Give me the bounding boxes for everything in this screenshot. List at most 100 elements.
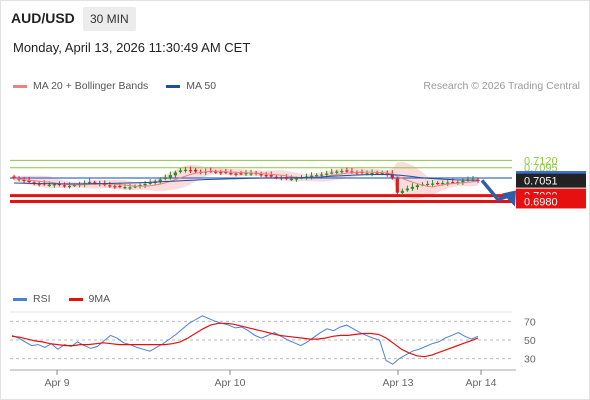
- credit-text: Research © 2026 Trading Central: [423, 80, 580, 92]
- candle-body: [436, 182, 440, 185]
- rsi-swatch: [13, 297, 27, 301]
- level-label-0.7051: 0.7051: [524, 176, 558, 188]
- candle-body: [461, 180, 465, 183]
- candle-body: [88, 182, 92, 184]
- candle-body: [335, 171, 339, 173]
- candle-body: [12, 176, 16, 179]
- rsi-panel: 70 50 30: [10, 311, 536, 366]
- level-badge-0.7051: [516, 173, 586, 188]
- price-levels: [10, 159, 512, 203]
- candle-body: [375, 172, 379, 174]
- ma50-line: [13, 174, 478, 185]
- candle-body: [22, 179, 26, 181]
- candle-body: [239, 173, 243, 175]
- candle-body: [62, 185, 67, 187]
- candle-body: [441, 182, 445, 185]
- moving-averages: [13, 170, 479, 188]
- candle-body: [345, 170, 349, 172]
- rsi-line: [11, 315, 479, 365]
- level-label-0.6980: 0.6980: [524, 196, 558, 208]
- rsi-tick-70: 70: [524, 316, 536, 328]
- rsi-ma-swatch: [68, 297, 83, 301]
- candle-body: [47, 184, 51, 186]
- level-label-0.7120: 0.7120: [524, 155, 558, 167]
- candle-body: [294, 178, 299, 180]
- candle-body: [330, 172, 334, 174]
- candle-body: [446, 182, 450, 184]
- candle-body: [410, 186, 415, 189]
- main-legend: MA 20 + Bollinger Bands MA 50: [13, 80, 216, 92]
- candle-body: [224, 171, 228, 174]
- rsi-ma-line: [11, 322, 479, 358]
- candle-body: [72, 185, 77, 187]
- candle-body: [52, 184, 56, 186]
- candle-body: [123, 187, 127, 189]
- candle-body: [93, 182, 97, 184]
- rsi-legend-label: RSI: [33, 293, 51, 305]
- candle-body: [350, 171, 354, 173]
- candle-body: [259, 174, 263, 176]
- candle-body: [108, 185, 112, 187]
- candle-body: [340, 170, 344, 173]
- candle-body: [390, 173, 394, 179]
- candle-body: [158, 179, 162, 182]
- rsi-ma-legend-label: 9MA: [88, 293, 111, 305]
- candle-body: [400, 190, 404, 193]
- candle-body: [380, 173, 384, 175]
- bollinger-swatch: [13, 84, 27, 88]
- candle-body: [249, 173, 253, 175]
- x-tick-Apr-13: Apr 13: [383, 377, 414, 389]
- candle-body: [32, 182, 36, 184]
- candle-body: [113, 186, 117, 188]
- candle-body: [289, 178, 293, 181]
- candle-body: [67, 185, 72, 188]
- symbol-title: AUD/USD: [11, 10, 75, 26]
- candle-body: [193, 169, 198, 172]
- timestamp: Monday, April 13, 2026 11:30:49 AM CET: [13, 40, 251, 55]
- rsi-tick-50: 50: [524, 335, 536, 347]
- candle-body: [415, 185, 420, 188]
- ma20-line: [13, 170, 479, 188]
- candle-body: [395, 178, 399, 193]
- candle-body: [37, 183, 41, 185]
- candle-body: [163, 177, 167, 179]
- candle-body: [118, 185, 122, 188]
- candle-body: [405, 188, 409, 191]
- candle-body: [269, 175, 273, 177]
- x-tick-Apr-9: Apr 9: [44, 377, 69, 389]
- candle-body: [385, 173, 389, 175]
- candle-body: [148, 182, 152, 184]
- candle-body: [27, 180, 31, 183]
- candle-body: [370, 173, 374, 175]
- candle-body: [234, 173, 238, 175]
- x-tick-Apr-14: Apr 14: [466, 377, 497, 389]
- x-tick-Apr-10: Apr 10: [215, 377, 246, 389]
- candle-body: [431, 183, 435, 185]
- candle-body: [229, 173, 233, 175]
- x-axis: Apr 9 Apr 10 Apr 13 Apr 14: [10, 369, 516, 389]
- candle-body: [143, 183, 147, 186]
- rsi-legend: RSI 9MA: [13, 293, 110, 305]
- forecast-arrow-head: [502, 190, 516, 207]
- ma50-legend-label: MA 50: [186, 80, 217, 92]
- candle-body: [214, 171, 218, 173]
- candle-body: [315, 175, 319, 177]
- candle-body: [168, 175, 172, 178]
- candle-body: [309, 175, 314, 177]
- candle-body: [178, 170, 183, 172]
- candle-body: [244, 173, 248, 175]
- candle-body: [365, 173, 369, 175]
- candle-body: [133, 186, 137, 188]
- candle-body: [173, 172, 177, 176]
- timeframe-button[interactable]: 30 MIN: [83, 7, 136, 31]
- candle-body: [274, 176, 278, 179]
- bollinger-legend-label: MA 20 + Bollinger Bands: [33, 80, 149, 92]
- candle-body: [128, 187, 132, 189]
- candle-body: [219, 172, 223, 174]
- candle-body: [425, 183, 430, 186]
- candle-body: [325, 173, 329, 175]
- rsi-tick-30: 30: [524, 354, 536, 366]
- candle-body: [320, 174, 324, 176]
